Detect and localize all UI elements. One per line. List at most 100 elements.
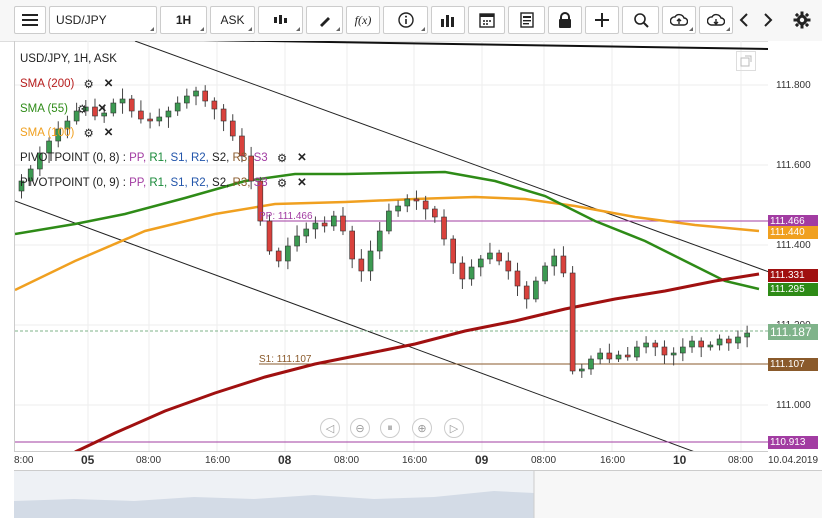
time-label: 08:00 (728, 455, 754, 466)
candle-body (128, 98, 135, 112)
candle-body (202, 90, 209, 102)
close-icon[interactable]: ✕ (103, 127, 114, 139)
candle-body (496, 252, 502, 262)
cloud-upload-icon (670, 13, 688, 26)
gear-icon[interactable]: ⚙ (276, 153, 288, 166)
upload-button[interactable] (662, 6, 696, 34)
legend-sma-100-label: SMA (100) (20, 127, 75, 139)
indicators-button[interactable]: f(x) (346, 6, 380, 34)
time-label: 16:00 (600, 455, 626, 466)
gear-icon[interactable]: ⚙ (77, 104, 88, 117)
hamburger-icon (22, 14, 38, 26)
calendar-button[interactable] (468, 6, 505, 34)
lock-button[interactable] (548, 6, 582, 34)
candle-body (578, 368, 585, 372)
calendar-icon (478, 13, 495, 28)
candle-body (432, 208, 438, 218)
scroll-left-button[interactable] (733, 6, 755, 34)
candle-body (147, 118, 153, 122)
interval-selector[interactable]: 1H (160, 6, 207, 34)
candle-body (514, 270, 521, 287)
price-type-selector[interactable]: ASK (210, 6, 255, 34)
navigator[interactable] (14, 470, 822, 518)
legend-sma-100[interactable]: SMA (100) ⚙ ✕ (20, 125, 114, 141)
interval-label: 1H (175, 13, 192, 27)
zoom-button[interactable] (622, 6, 659, 34)
price-tag-sma-100: 111.440 (768, 226, 818, 239)
download-button[interactable] (699, 6, 733, 34)
gear-icon[interactable]: ⚙ (83, 79, 94, 92)
candle-body (92, 106, 98, 117)
legend-pivot-8[interactable]: PIVOTPOINT (0, 8) : PP, R1, S1, R2, S2, … (20, 152, 307, 166)
candle-body (73, 110, 80, 122)
info-button[interactable] (383, 6, 428, 34)
trendline-upper[interactable] (134, 41, 768, 273)
candle-body (615, 354, 622, 360)
zoom-out-button[interactable]: ⊖ (350, 418, 370, 438)
price-tick: 111.600 (776, 160, 811, 171)
reset-view-button[interactable]: ⏸ (380, 418, 400, 438)
candle-body (569, 272, 576, 372)
chart-type-button[interactable] (258, 6, 303, 34)
zoom-out-icon: ⊖ (355, 422, 365, 435)
candle-body (698, 340, 705, 348)
nav-forward-button[interactable]: ▷ (444, 418, 464, 438)
candle-body (422, 200, 429, 210)
candle-body (450, 238, 457, 264)
candle-body (680, 346, 686, 354)
candle-body (459, 262, 466, 280)
candle-body (275, 250, 282, 262)
price-tick: 111.800 (776, 80, 811, 91)
candle-body (707, 344, 714, 348)
close-icon[interactable]: ✕ (97, 103, 107, 115)
trendline-top[interactable] (15, 41, 768, 50)
lock-icon (559, 12, 571, 28)
time-label: 09 (475, 453, 489, 467)
volume-button[interactable] (431, 6, 465, 34)
close-icon[interactable]: ✕ (103, 78, 114, 90)
price-tag-sma-55: 111.295 (768, 283, 818, 296)
trendline-lower[interactable] (15, 200, 695, 452)
legend-sma-200[interactable]: SMA (200) ⚙ ✕ (20, 76, 114, 92)
candle-body (560, 255, 567, 274)
candle-body (358, 258, 365, 272)
gear-icon[interactable]: ⚙ (83, 128, 94, 141)
price-tick: 111.000 (776, 400, 811, 411)
settings-button[interactable] (790, 6, 814, 34)
candle-body (37, 152, 43, 170)
price-chart[interactable]: PP: 111.466 S1: 111.107 (14, 41, 768, 452)
nav-back-button[interactable]: ◁ (320, 418, 340, 438)
price-tag-s1: 111.107 (768, 358, 818, 371)
time-label: 08:00 (531, 455, 557, 466)
price-type-label: ASK (220, 13, 245, 27)
menu-button[interactable] (14, 6, 46, 34)
candle-body (477, 258, 484, 268)
candle-body (413, 198, 420, 202)
zoom-in-button[interactable]: ⊕ (412, 418, 432, 438)
legend-pivot-9-label: PIVOTPOINT (0, 9) (20, 177, 120, 189)
draw-tool-button[interactable] (306, 6, 343, 34)
expand-icon (740, 55, 752, 67)
sma-55-line[interactable] (15, 170, 760, 291)
symbol-selector[interactable]: USD/JPY (49, 6, 157, 34)
candle-body (165, 110, 172, 118)
news-button[interactable] (508, 6, 545, 34)
candle-body (82, 106, 89, 112)
candle-body (597, 352, 603, 360)
close-icon[interactable]: ✕ (297, 152, 307, 164)
legend-sma-55[interactable]: SMA (55) ⚙ ✕ (20, 101, 107, 117)
gear-icon[interactable]: ⚙ (276, 178, 288, 191)
legend-pivot-9[interactable]: PIVOTPOINT (0, 9) : PP, R1, S1, R2, S2, … (20, 177, 307, 191)
gear-icon (793, 11, 811, 29)
fullscreen-button[interactable] (736, 51, 756, 71)
close-icon[interactable]: ✕ (297, 177, 307, 189)
candle-body (542, 265, 548, 282)
candle-body (184, 95, 190, 104)
sma-200-line[interactable] (74, 272, 760, 452)
price-axis[interactable]: 111.800 111.600 111.400 111.200 111.000 (768, 41, 822, 452)
candle-body (441, 216, 447, 240)
chart-canvas[interactable] (15, 41, 768, 452)
candle-body (624, 354, 631, 358)
crosshair-button[interactable] (585, 6, 619, 34)
scroll-right-button[interactable] (757, 6, 779, 34)
